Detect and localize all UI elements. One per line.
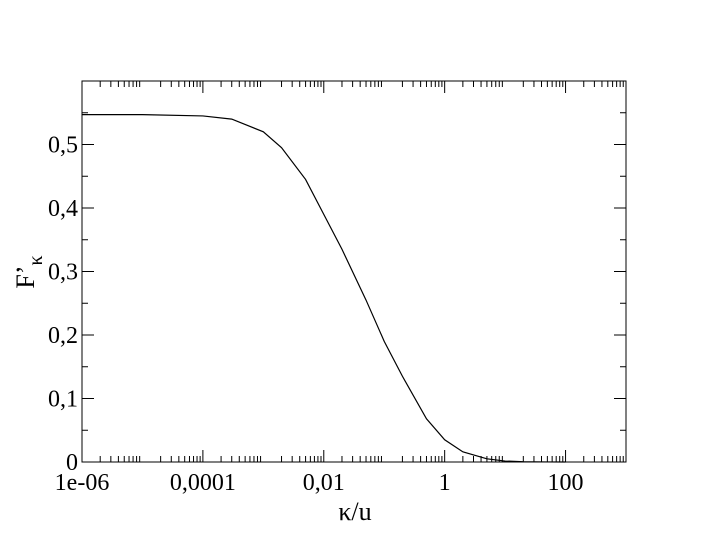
x-tick-label: 1e-06 [55,470,110,496]
y-axis-label-main: F’ [11,265,40,288]
y-tick-labels: 0 0,1 0,2 0,3 0,4 0,5 [48,133,78,477]
y-axis-label-sub: κ [25,255,47,265]
x-axis-label: κ/u [338,497,371,526]
series-line [82,114,566,463]
y-axis-label: F’κ [11,255,47,288]
major-ticks [81,81,626,463]
y-tick-label: 0,3 [48,260,78,286]
x-tick-labels: 1e-06 0,0001 0,01 1 100 [55,470,584,496]
x-tick-label: 0,01 [303,470,345,496]
y-tick-label: 0 [66,450,78,476]
y-tick-label: 0,1 [48,387,78,413]
y-tick-label: 0,5 [48,133,78,159]
y-tick-label: 0,4 [48,196,78,222]
x-tick-label: 100 [548,470,584,496]
x-tick-label: 0,0001 [170,470,236,496]
plot-frame [81,80,627,463]
x-tick-label: 1 [439,470,451,496]
minor-ticks [82,81,626,462]
y-tick-label: 0,2 [48,323,78,349]
